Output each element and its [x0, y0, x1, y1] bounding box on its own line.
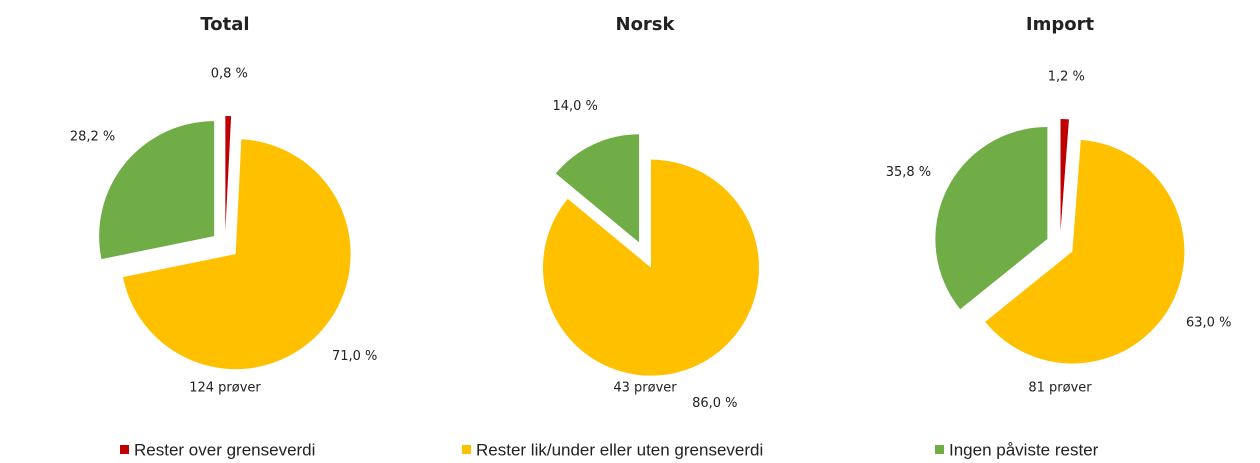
value-label: 63,0 % — [1186, 316, 1231, 331]
value-label: 1,2 % — [1048, 70, 1085, 85]
pie-title: Import — [1026, 14, 1095, 35]
pie-title: Total — [200, 14, 249, 35]
value-label: 14,0 % — [552, 99, 597, 114]
legend-label: Ingen påviste rester — [949, 440, 1099, 459]
pie-slice — [542, 159, 759, 376]
value-label: 35,8 % — [886, 165, 931, 180]
pie-title: Norsk — [616, 14, 676, 35]
legend-swatch — [935, 445, 944, 454]
legend-swatch — [462, 445, 471, 454]
pie-slice — [225, 116, 232, 232]
legend-swatch — [120, 445, 129, 454]
value-label: 71,0 % — [332, 349, 377, 364]
value-label: 28,2 % — [70, 129, 115, 144]
pie-slice — [555, 134, 640, 243]
legend-label: Rester over grenseverdi — [134, 440, 315, 459]
pie-slice — [985, 139, 1185, 364]
pie-slice — [122, 139, 351, 370]
pie-slice — [1060, 119, 1069, 232]
pie-note: 43 prøver — [613, 381, 677, 396]
legend-label: Rester lik/under eller uten grenseverdi — [476, 440, 763, 459]
pie-slice — [935, 126, 1048, 310]
value-label: 86,0 % — [692, 396, 737, 411]
pie-slice — [99, 121, 215, 260]
pie-note: 81 prøver — [1028, 381, 1092, 396]
value-label: 0,8 % — [211, 67, 248, 82]
pie-note: 124 prøver — [189, 381, 261, 396]
